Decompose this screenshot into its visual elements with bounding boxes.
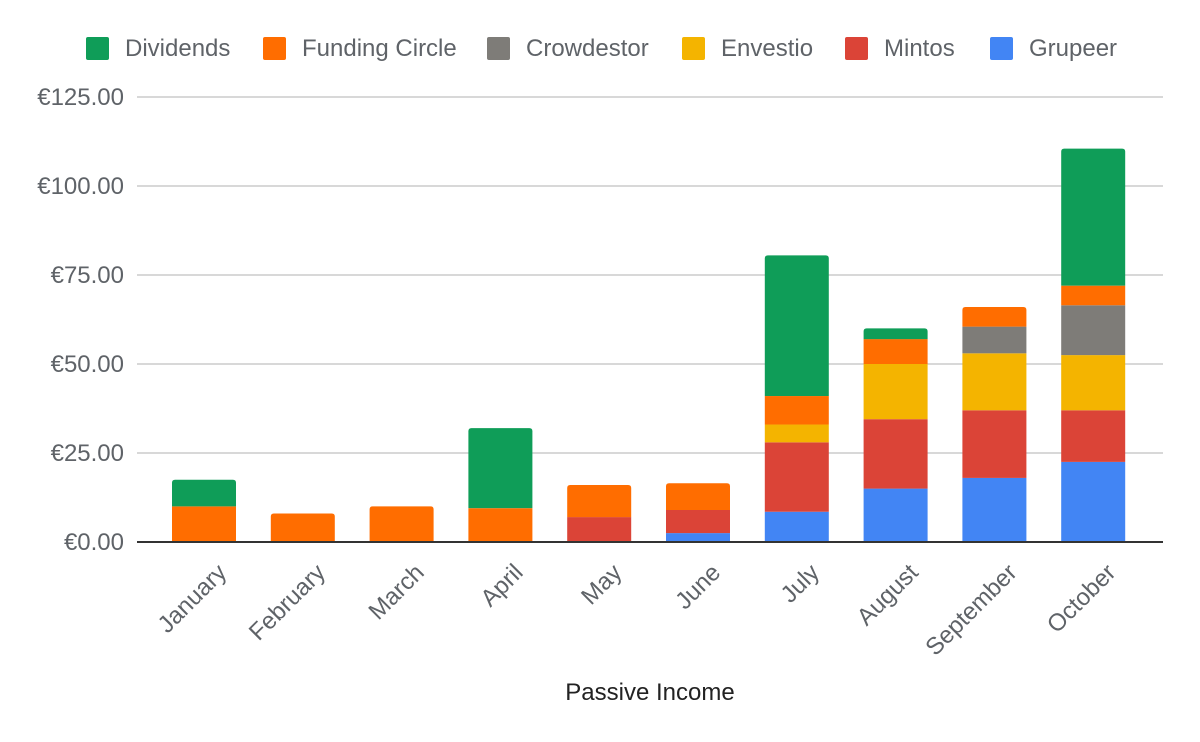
legend-swatch bbox=[86, 37, 109, 60]
legend-item-dividends[interactable]: Dividends bbox=[86, 35, 230, 62]
bar-segment-funding-circle bbox=[369, 506, 434, 542]
x-tick-label: June bbox=[670, 559, 726, 615]
bar-segment-crowdestor bbox=[1061, 305, 1126, 356]
bar-stack-april bbox=[468, 428, 533, 542]
x-axis-title: Passive Income bbox=[565, 679, 734, 706]
bar-segment-funding-circle bbox=[270, 513, 335, 542]
bar-segment-funding-circle bbox=[468, 508, 533, 542]
bar-segment-mintos bbox=[764, 442, 829, 512]
bar-stack-march bbox=[369, 506, 434, 542]
bar-segment-dividends bbox=[764, 255, 829, 397]
legend-label: Envestio bbox=[721, 35, 813, 62]
bar-stack-january bbox=[172, 479, 236, 542]
x-tick-label: March bbox=[363, 559, 429, 625]
bar-segment-grupeer bbox=[962, 477, 1027, 542]
legend-label: Dividends bbox=[125, 35, 230, 62]
bar-segment-funding-circle bbox=[666, 483, 730, 510]
y-tick-label: €0.00 bbox=[64, 529, 124, 556]
bar-segment-dividends bbox=[863, 328, 928, 340]
x-axis-ticks: January February March April May June July Augu… bbox=[153, 559, 1122, 661]
x-tick-label: September bbox=[920, 559, 1022, 661]
legend-swatch bbox=[487, 37, 510, 60]
legend-swatch bbox=[845, 37, 868, 60]
x-tick-label: February bbox=[244, 559, 331, 646]
bar-segment-funding-circle bbox=[172, 506, 236, 542]
legend-item-mintos[interactable]: Mintos bbox=[845, 35, 955, 62]
bar-stack-february bbox=[270, 513, 335, 542]
y-tick-label: €25.00 bbox=[51, 440, 124, 467]
y-tick-label: €75.00 bbox=[51, 262, 124, 289]
legend-item-crowdestor[interactable]: Crowdestor bbox=[487, 35, 649, 62]
bar-stack-may bbox=[567, 485, 632, 542]
y-tick-label: €100.00 bbox=[37, 173, 124, 200]
x-tick-label: July bbox=[776, 559, 825, 608]
bar-segment-grupeer bbox=[764, 511, 829, 542]
legend: Dividends Funding Circle Crowdestor Envesti… bbox=[86, 35, 1117, 62]
bar-segment-funding-circle bbox=[1061, 285, 1126, 306]
legend-item-envestio[interactable]: Envestio bbox=[682, 35, 813, 62]
bar-segment-mintos bbox=[666, 509, 730, 534]
y-axis-ticks: €0.00 €25.00 €50.00 €75.00 €100.00 €125.00 bbox=[37, 84, 124, 556]
bar-segment-mintos bbox=[1061, 410, 1126, 462]
bar-stack-september bbox=[962, 307, 1027, 542]
x-tick-label: January bbox=[153, 559, 232, 638]
x-tick-label: August bbox=[852, 559, 924, 631]
bar-segment-envestio bbox=[863, 364, 928, 420]
bar-stack-august bbox=[863, 328, 928, 542]
bar-segment-crowdestor bbox=[962, 326, 1027, 354]
bar-stack-june bbox=[666, 483, 730, 542]
legend-swatch bbox=[682, 37, 705, 60]
bar-segment-grupeer bbox=[863, 488, 928, 542]
bar-segment-dividends bbox=[1061, 148, 1126, 286]
legend-swatch bbox=[990, 37, 1013, 60]
legend-swatch bbox=[263, 37, 286, 60]
bar-segment-funding-circle bbox=[764, 396, 829, 425]
legend-label: Funding Circle bbox=[302, 35, 457, 62]
x-tick-label: October bbox=[1042, 559, 1121, 638]
bar-segment-envestio bbox=[962, 353, 1027, 411]
bar-segment-mintos bbox=[567, 517, 632, 542]
y-tick-label: €125.00 bbox=[37, 84, 124, 111]
x-tick-label: April bbox=[475, 559, 528, 612]
y-tick-label: €50.00 bbox=[51, 351, 124, 378]
bar-segment-envestio bbox=[764, 424, 829, 443]
bar-segment-funding-circle bbox=[962, 307, 1027, 327]
bar-segment-envestio bbox=[1061, 355, 1126, 411]
bar-segment-funding-circle bbox=[863, 339, 928, 364]
bar-segment-mintos bbox=[962, 410, 1027, 478]
bar-segment-dividends bbox=[172, 479, 236, 507]
bar-segment-funding-circle bbox=[567, 485, 632, 518]
legend-label: Grupeer bbox=[1029, 35, 1117, 62]
legend-item-grupeer[interactable]: Grupeer bbox=[990, 35, 1117, 62]
x-tick-label: May bbox=[576, 559, 627, 610]
bar-segment-grupeer bbox=[1061, 461, 1126, 542]
bar-stack-october bbox=[1061, 148, 1126, 542]
bar-stack-july bbox=[764, 255, 829, 542]
bar-segment-mintos bbox=[863, 419, 928, 489]
legend-label: Crowdestor bbox=[526, 35, 649, 62]
bars bbox=[172, 148, 1126, 542]
legend-item-funding-circle[interactable]: Funding Circle bbox=[263, 35, 457, 62]
bar-segment-grupeer bbox=[666, 533, 730, 542]
bar-segment-dividends bbox=[468, 428, 533, 509]
legend-label: Mintos bbox=[884, 35, 955, 62]
